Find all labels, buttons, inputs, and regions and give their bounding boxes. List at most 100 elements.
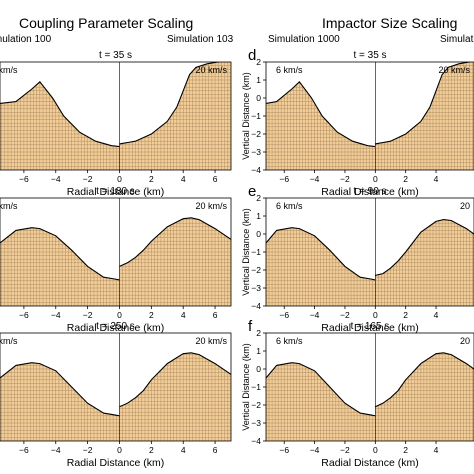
- surface-line-right: [375, 352, 474, 408]
- x-tick-label: −4: [310, 445, 320, 455]
- material-fill-right: [119, 62, 231, 170]
- material-fill-right: [119, 217, 231, 306]
- x-tick-label: 4: [181, 310, 186, 320]
- x-tick-label: −6: [279, 310, 289, 320]
- surface-line-left: [266, 227, 376, 281]
- x-tick-label: 4: [434, 310, 439, 320]
- x-tick-label: 0: [117, 310, 122, 320]
- y-axis-label: Vertical Distance (km): [241, 343, 251, 431]
- surface-line-left: [266, 80, 376, 148]
- surface-line-left: [266, 362, 376, 417]
- velocity-label-right: 20 km/s: [195, 201, 227, 211]
- x-tick-label: 4: [434, 445, 439, 455]
- y-tick-label: −1: [251, 111, 261, 121]
- surface-line-left: [0, 362, 120, 417]
- x-tick-label: −4: [310, 174, 320, 184]
- y-tick-label: −3: [251, 147, 261, 157]
- y-tick-label: 2: [256, 193, 261, 203]
- y-tick-label: 1: [256, 75, 261, 85]
- x-tick-label: 6: [213, 174, 218, 184]
- y-tick-label: −4: [251, 165, 261, 175]
- y-tick-label: 0: [256, 93, 261, 103]
- velocity-label-right: 20: [460, 336, 470, 346]
- x-tick-label: −4: [51, 445, 61, 455]
- panel-frame: [0, 332, 232, 442]
- panel-frame: [0, 197, 232, 307]
- x-tick-label: 2: [403, 445, 408, 455]
- x-axis-label: Radial Distance (km): [67, 186, 164, 198]
- crater-panel: −6 −4 −2 0 2 4 −4 −3 −2 −1 0 1 2 Radial Distance (km)…: [241, 47, 474, 198]
- velocity-label-right: 20: [460, 201, 470, 211]
- x-tick-label: 0: [373, 174, 378, 184]
- x-tick-label: −2: [83, 445, 93, 455]
- x-tick-label: −2: [83, 174, 93, 184]
- y-tick-label: 0: [256, 364, 261, 374]
- time-label: t = 35 s: [353, 50, 386, 61]
- x-tick-label: 4: [181, 174, 186, 184]
- y-tick-label: −3: [251, 418, 261, 428]
- y-tick-label: 2: [256, 328, 261, 338]
- x-tick-label: −6: [19, 174, 29, 184]
- x-tick-label: 0: [373, 445, 378, 455]
- x-tick-label: 2: [149, 310, 154, 320]
- y-tick-label: 2: [256, 57, 261, 67]
- right-simulation-b-label: Simulation: [440, 34, 474, 45]
- x-axis-label: Radial Distance (km): [67, 457, 164, 469]
- panel-letter: d: [248, 47, 256, 64]
- surface-line-left: [0, 227, 120, 281]
- x-tick-label: 6: [213, 445, 218, 455]
- surface-line-right: [119, 352, 231, 408]
- surface-line-right: [375, 219, 474, 276]
- y-tick-label: −1: [251, 247, 261, 257]
- x-tick-label: −2: [340, 174, 350, 184]
- x-tick-label: 4: [434, 174, 439, 184]
- y-tick-label: 1: [256, 211, 261, 221]
- velocity-label-right: 20 km/s: [195, 65, 227, 75]
- x-tick-label: −2: [83, 310, 93, 320]
- x-tick-label: −2: [340, 445, 350, 455]
- velocity-label-left: 6 km/s: [276, 336, 303, 346]
- x-tick-label: 0: [117, 174, 122, 184]
- crater-panel: −6 −4 −2 0 2 4 −4 −3 −2 −1 0 1 2 Radial Distance (km)…: [241, 318, 474, 469]
- velocity-label-left: 6 km/s: [0, 336, 18, 346]
- right-simulation-a-label: Simulation 1000: [268, 34, 340, 45]
- y-tick-label: 0: [256, 229, 261, 239]
- velocity-label-left: 6 km/s: [0, 65, 18, 75]
- y-tick-label: −2: [251, 400, 261, 410]
- panel-letter: f: [248, 318, 253, 335]
- velocity-label-left: 6 km/s: [0, 201, 18, 211]
- surface-line-right: [375, 62, 473, 145]
- x-tick-label: 6: [213, 310, 218, 320]
- left-column-heading: Coupling Parameter Scaling: [19, 15, 194, 31]
- left-simulation-a-label: Simulation 100: [0, 34, 52, 45]
- x-axis-label: Radial Distance (km): [321, 457, 418, 469]
- surface-line-right: [119, 217, 231, 267]
- y-tick-label: −2: [251, 265, 261, 275]
- x-tick-label: 0: [373, 310, 378, 320]
- y-tick-label: 1: [256, 346, 261, 356]
- time-label: t = 90 s: [353, 186, 386, 197]
- right-column-heading: Impactor Size Scaling: [322, 15, 458, 31]
- x-axis-label: Radial Distance (km): [67, 322, 164, 334]
- x-tick-label: −4: [310, 310, 320, 320]
- x-tick-label: 0: [117, 445, 122, 455]
- surface-line-right: [119, 62, 222, 145]
- x-tick-label: 4: [181, 445, 186, 455]
- material-fill-left: [0, 227, 120, 306]
- x-tick-label: 2: [403, 174, 408, 184]
- velocity-label-left: 6 km/s: [276, 65, 303, 75]
- time-label: t = 165 s: [351, 321, 390, 332]
- x-axis-label: Radial Distance (km): [321, 186, 418, 198]
- left-simulation-b-label: Simulation 103: [167, 34, 234, 45]
- x-tick-label: 2: [149, 174, 154, 184]
- x-tick-label: −4: [51, 310, 61, 320]
- x-tick-label: −6: [279, 174, 289, 184]
- y-axis-label: Vertical Distance (km): [241, 208, 251, 296]
- time-label: t = 250 s: [96, 321, 135, 332]
- y-tick-label: −3: [251, 283, 261, 293]
- x-tick-label: 2: [149, 445, 154, 455]
- x-tick-label: −6: [279, 445, 289, 455]
- panel-frame: [0, 61, 232, 171]
